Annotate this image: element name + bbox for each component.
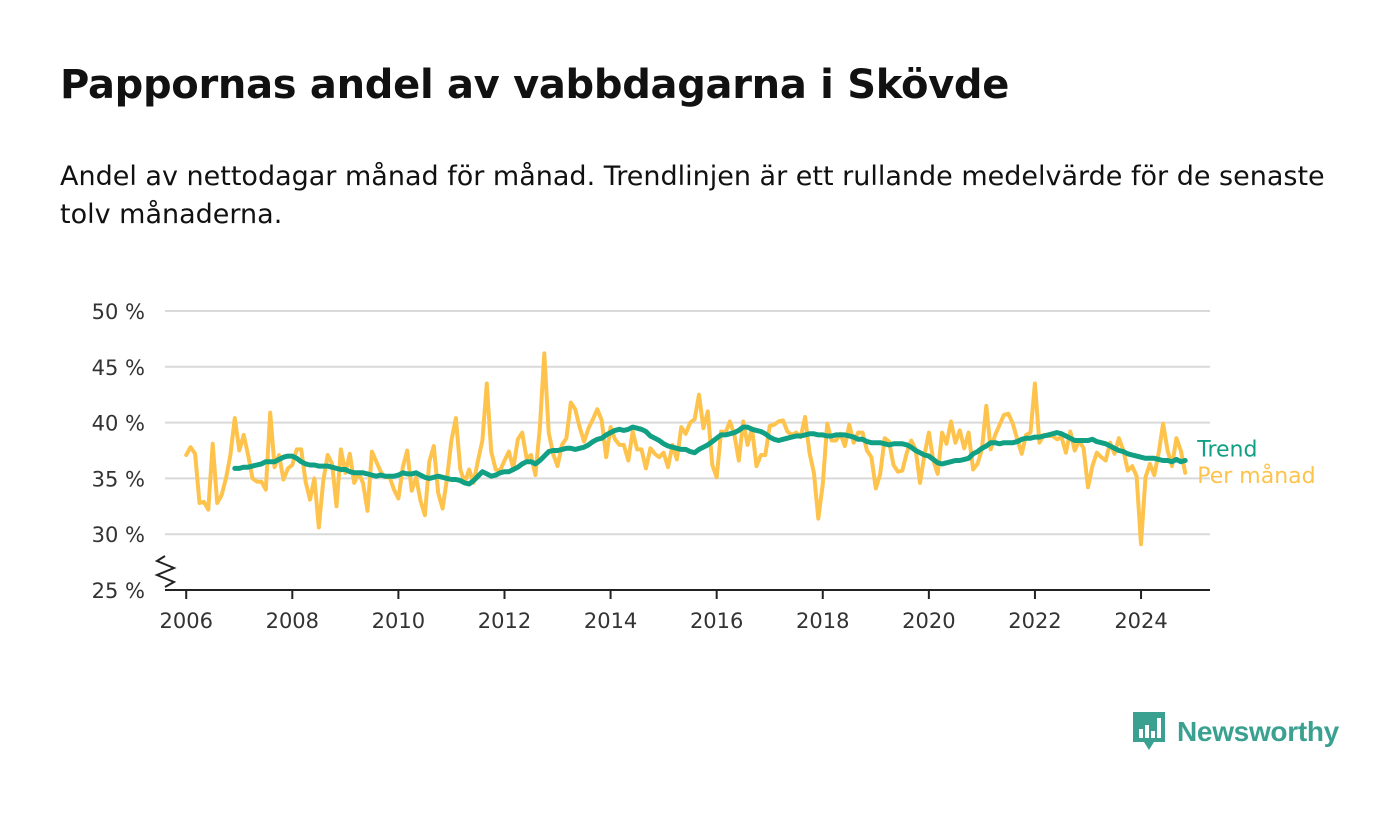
chart-title: Pappornas andel av vabbdagarna i Skövde xyxy=(60,62,1010,108)
series-line-trend xyxy=(232,424,1188,487)
x-tick-label: 2006 xyxy=(159,609,212,633)
x-tick-label: 2014 xyxy=(584,609,637,633)
x-tick-label: 2012 xyxy=(478,609,531,633)
x-tick-label: 2018 xyxy=(796,609,849,633)
y-tick-label: 50 % xyxy=(92,300,145,324)
y-tick-label: 45 % xyxy=(92,356,145,380)
brand-name: Newsworthy xyxy=(1177,716,1339,747)
x-axis: 2006 2008 2010 2012 2014 2016 2018 2020 2022 2024 xyxy=(154,555,1210,633)
y-tick-label: 30 % xyxy=(92,523,145,547)
bar-chart-icon xyxy=(1133,712,1165,750)
y-tick-label: 25 % xyxy=(92,579,145,603)
axis-break-icon xyxy=(154,555,177,588)
x-tick-label: 2022 xyxy=(1008,609,1061,633)
y-tick-label: 40 % xyxy=(92,412,145,436)
newsworthy-logo[interactable]: Newsworthy xyxy=(1133,712,1339,752)
series-label: Trend xyxy=(1196,438,1257,463)
x-tick-label: 2016 xyxy=(690,609,743,633)
series-label: Per månad xyxy=(1197,463,1315,489)
x-tick-label: 2008 xyxy=(266,609,319,633)
x-tick-label: 2010 xyxy=(372,609,425,633)
y-tick-label: 35 % xyxy=(92,467,145,491)
x-tick-label: 2020 xyxy=(902,609,955,633)
chart-subtitle: Andel av nettodagar månad för månad. Tre… xyxy=(60,161,1325,230)
y-axis-ticks: 25 % 30 % 35 % 40 % 45 % 50 % xyxy=(92,300,145,603)
x-tick-label: 2024 xyxy=(1114,609,1167,633)
series-lines xyxy=(184,351,1188,547)
